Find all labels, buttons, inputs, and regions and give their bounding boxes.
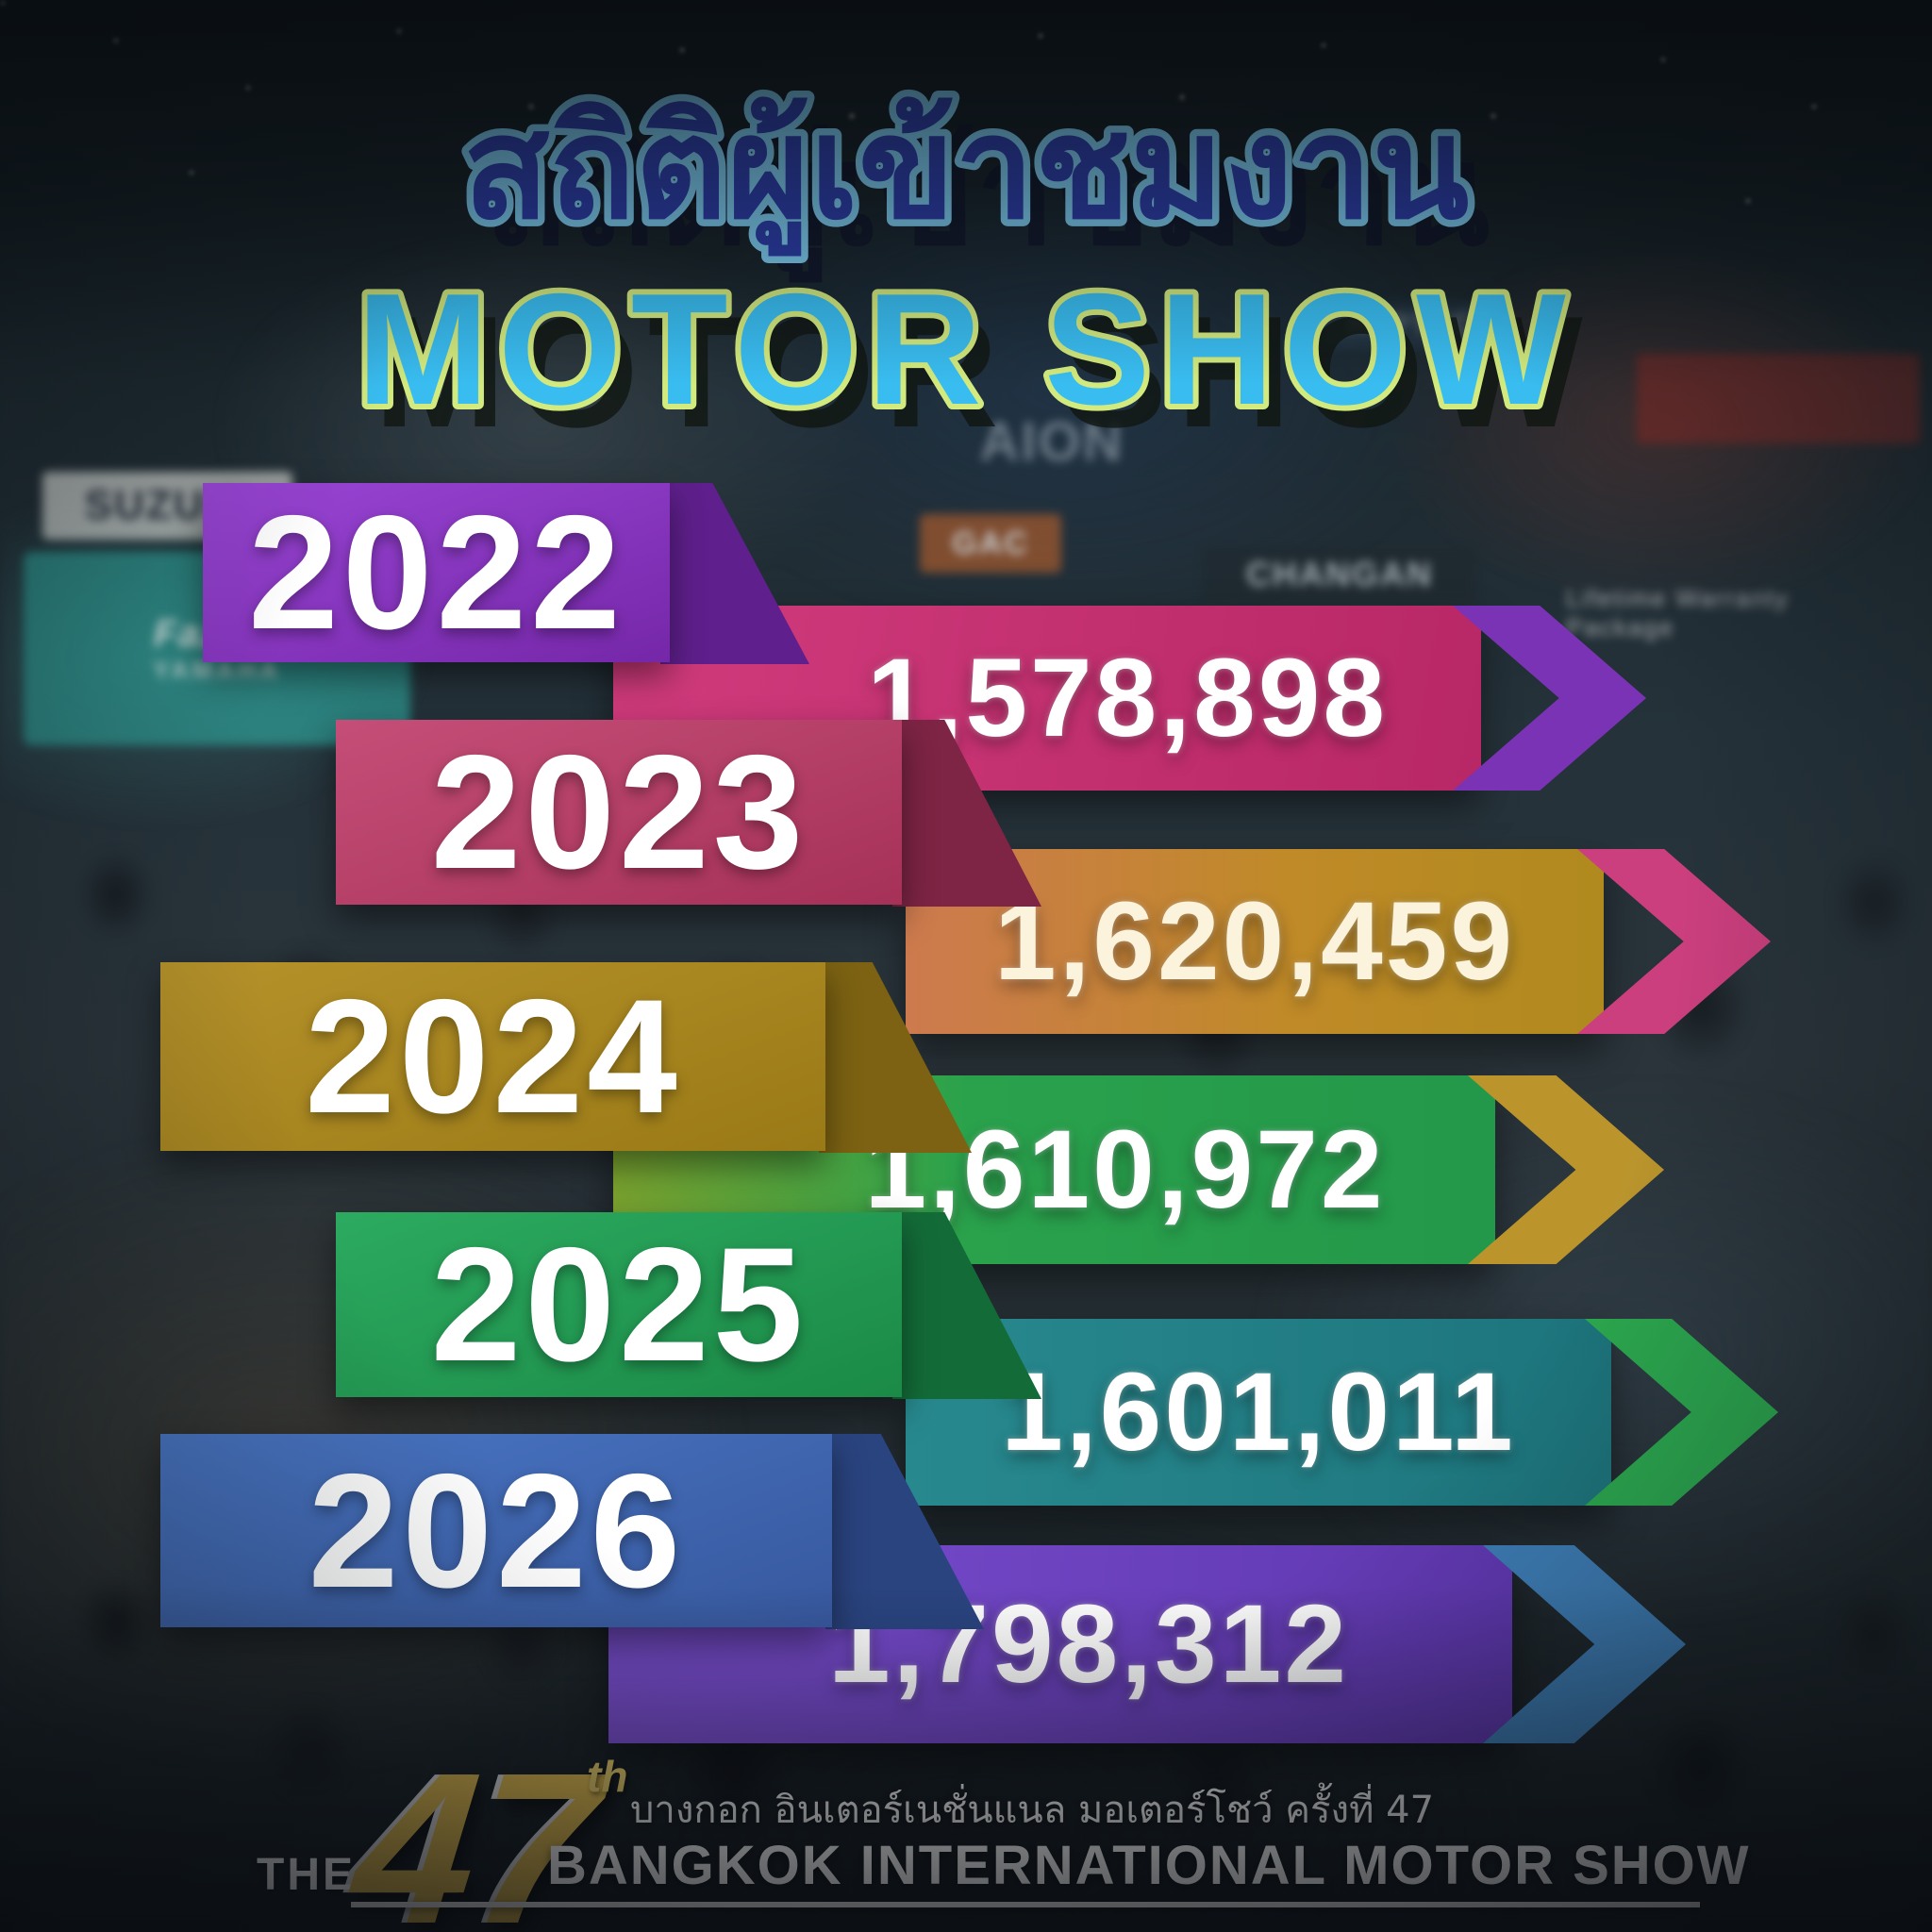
year-label-2022: 2022 <box>248 482 625 663</box>
logo-thai-line: บางกอก อินเตอร์เนชั่นแนล มอเตอร์โชว์ ครั… <box>630 1789 1435 1832</box>
logo-english-line: BANGKOK INTERNATIONAL MOTOR SHOW <box>547 1835 1751 1896</box>
value-2025: 1,601,011 <box>1001 1350 1516 1474</box>
title-block: สถิติผู้เข้าชมงาน สถิติผู้เข้าชมงาน MOTO… <box>351 80 1583 442</box>
year-label-2025: 2025 <box>430 1214 808 1395</box>
logo-underline <box>351 1902 1700 1907</box>
title-main: MOTOR SHOW <box>357 260 1575 438</box>
year-label-2026: 2026 <box>308 1440 685 1622</box>
value-2023: 1,620,459 <box>994 879 1515 1004</box>
background-sign-gac: GAC <box>920 514 1061 573</box>
year-label-2024: 2024 <box>305 966 681 1147</box>
background-sign-changan: CHANGAN <box>1203 547 1476 602</box>
background-sign-warranty: Lifetime Warranty Package <box>1566 584 1790 641</box>
ceiling-lights <box>0 0 6 6</box>
year-label-2023: 2023 <box>430 722 808 903</box>
year-banner-2024: 2024 <box>160 962 825 1151</box>
logo-the: THE <box>257 1850 356 1900</box>
event-logo: THE 47 th บางกอก อินเตอร์เนชั่นแนล มอเตอ… <box>0 1729 1932 1932</box>
logo-ordinal-suffix: th <box>587 1752 628 1801</box>
title-thai: สถิติผู้เข้าชมงาน <box>463 87 1469 257</box>
year-banner-2022: 2022 <box>203 482 670 663</box>
year-banner-2025: 2025 <box>336 1212 902 1397</box>
year-banner-2026: 2026 <box>160 1434 832 1627</box>
year-banner-2023: 2023 <box>336 720 902 905</box>
